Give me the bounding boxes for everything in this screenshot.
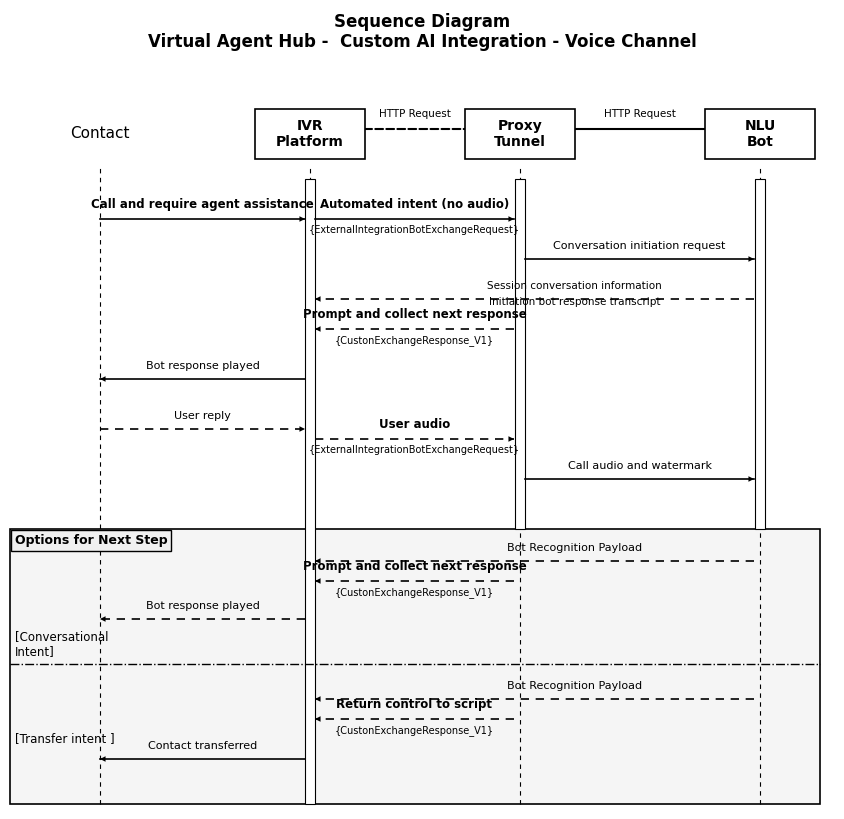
Text: {ExternalIntegrationBotExchangeRequest}: {ExternalIntegrationBotExchangeRequest}: [309, 445, 519, 455]
Text: [Conversational
Intent]: [Conversational Intent]: [15, 630, 108, 658]
Text: User audio: User audio: [378, 418, 450, 431]
Bar: [514, 179, 524, 529]
Text: Bot response played: Bot response played: [145, 601, 259, 611]
Text: [Transfer intent ]: [Transfer intent ]: [15, 732, 115, 745]
Text: User reply: User reply: [174, 411, 230, 421]
Text: Session conversation information: Session conversation information: [486, 281, 661, 291]
Text: Call and require agent assistance: Call and require agent assistance: [91, 198, 313, 211]
Text: Virtual Agent Hub -  Custom AI Integration - Voice Channel: Virtual Agent Hub - Custom AI Integratio…: [148, 33, 696, 51]
Bar: [305, 179, 315, 804]
Text: Sequence Diagram: Sequence Diagram: [334, 13, 510, 31]
Text: HTTP Request: HTTP Request: [603, 109, 675, 119]
Text: Contact transferred: Contact transferred: [148, 741, 257, 751]
Text: Bot response played: Bot response played: [145, 361, 259, 371]
Text: Proxy
Tunnel: Proxy Tunnel: [494, 119, 545, 149]
Text: IVR
Platform: IVR Platform: [276, 119, 344, 149]
Text: Prompt and collect next response: Prompt and collect next response: [302, 560, 526, 573]
Text: Bot Recognition Payload: Bot Recognition Payload: [506, 681, 641, 691]
Text: Options for Next Step: Options for Next Step: [15, 534, 167, 547]
Text: Bot Recognition Payload: Bot Recognition Payload: [506, 543, 641, 553]
Text: {CustonExchangeResponse_V1}: {CustonExchangeResponse_V1}: [334, 587, 494, 598]
Text: Automated intent (no audio): Automated intent (no audio): [320, 198, 509, 211]
Text: Prompt and collect next response: Prompt and collect next response: [302, 308, 526, 321]
Text: NLU
Bot: NLU Bot: [744, 119, 775, 149]
Text: Conversation initiation request: Conversation initiation request: [553, 241, 725, 251]
Text: HTTP Request: HTTP Request: [379, 109, 451, 119]
Bar: [464, 109, 574, 159]
Bar: [255, 109, 365, 159]
Text: Contact: Contact: [70, 126, 130, 142]
Text: Call audio and watermark: Call audio and watermark: [567, 461, 711, 471]
Bar: [10, 529, 819, 804]
Text: Return control to script: Return control to script: [336, 698, 492, 711]
Text: {ExternalIntegrationBotExchangeRequest}: {ExternalIntegrationBotExchangeRequest}: [309, 225, 519, 235]
Text: {CustonExchangeResponse_V1}: {CustonExchangeResponse_V1}: [334, 725, 494, 736]
Bar: [754, 179, 764, 529]
Bar: [704, 109, 814, 159]
Text: Initiation bot response transcript: Initiation bot response transcript: [488, 297, 659, 307]
Text: {CustonExchangeResponse_V1}: {CustonExchangeResponse_V1}: [334, 335, 494, 346]
